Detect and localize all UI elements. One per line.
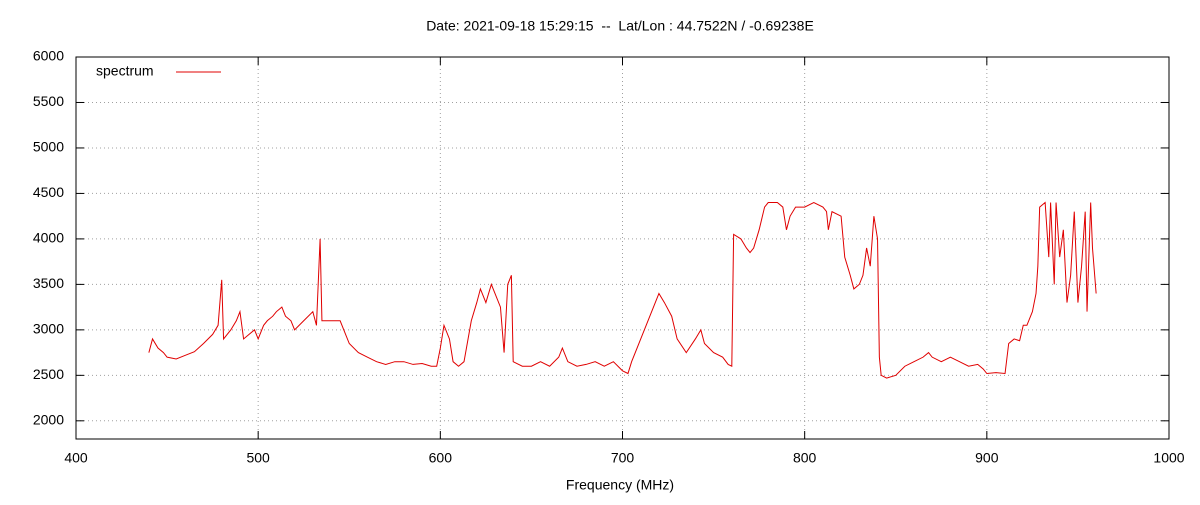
y-tick-label: 5000 bbox=[33, 139, 64, 155]
y-tick-label: 2000 bbox=[33, 412, 64, 428]
y-tick-label: 2500 bbox=[33, 366, 64, 382]
data-line bbox=[148, 201, 1097, 379]
legend-label: spectrum bbox=[96, 63, 154, 79]
y-tick-label: 4500 bbox=[33, 184, 64, 200]
chart-title: Date: 2021-09-18 15:29:15 -- Lat/Lon : 4… bbox=[426, 18, 814, 34]
y-tick-label: 4000 bbox=[33, 230, 64, 246]
y-tick-label: 3500 bbox=[33, 275, 64, 291]
y-tick-label: 5500 bbox=[33, 93, 64, 109]
y-tick-label: 6000 bbox=[33, 48, 64, 64]
x-tick-label: 800 bbox=[793, 450, 817, 466]
x-tick-label: 500 bbox=[246, 450, 270, 466]
x-tick-label: 600 bbox=[429, 450, 453, 466]
x-tick-label: 1000 bbox=[1153, 450, 1184, 466]
x-axis-label: Frequency (MHz) bbox=[566, 477, 674, 493]
x-tick-label: 400 bbox=[64, 450, 88, 466]
x-tick-label: 700 bbox=[611, 450, 635, 466]
x-tick-label: 900 bbox=[975, 450, 999, 466]
y-tick-label: 3000 bbox=[33, 321, 64, 337]
plot-border bbox=[75, 56, 1170, 440]
